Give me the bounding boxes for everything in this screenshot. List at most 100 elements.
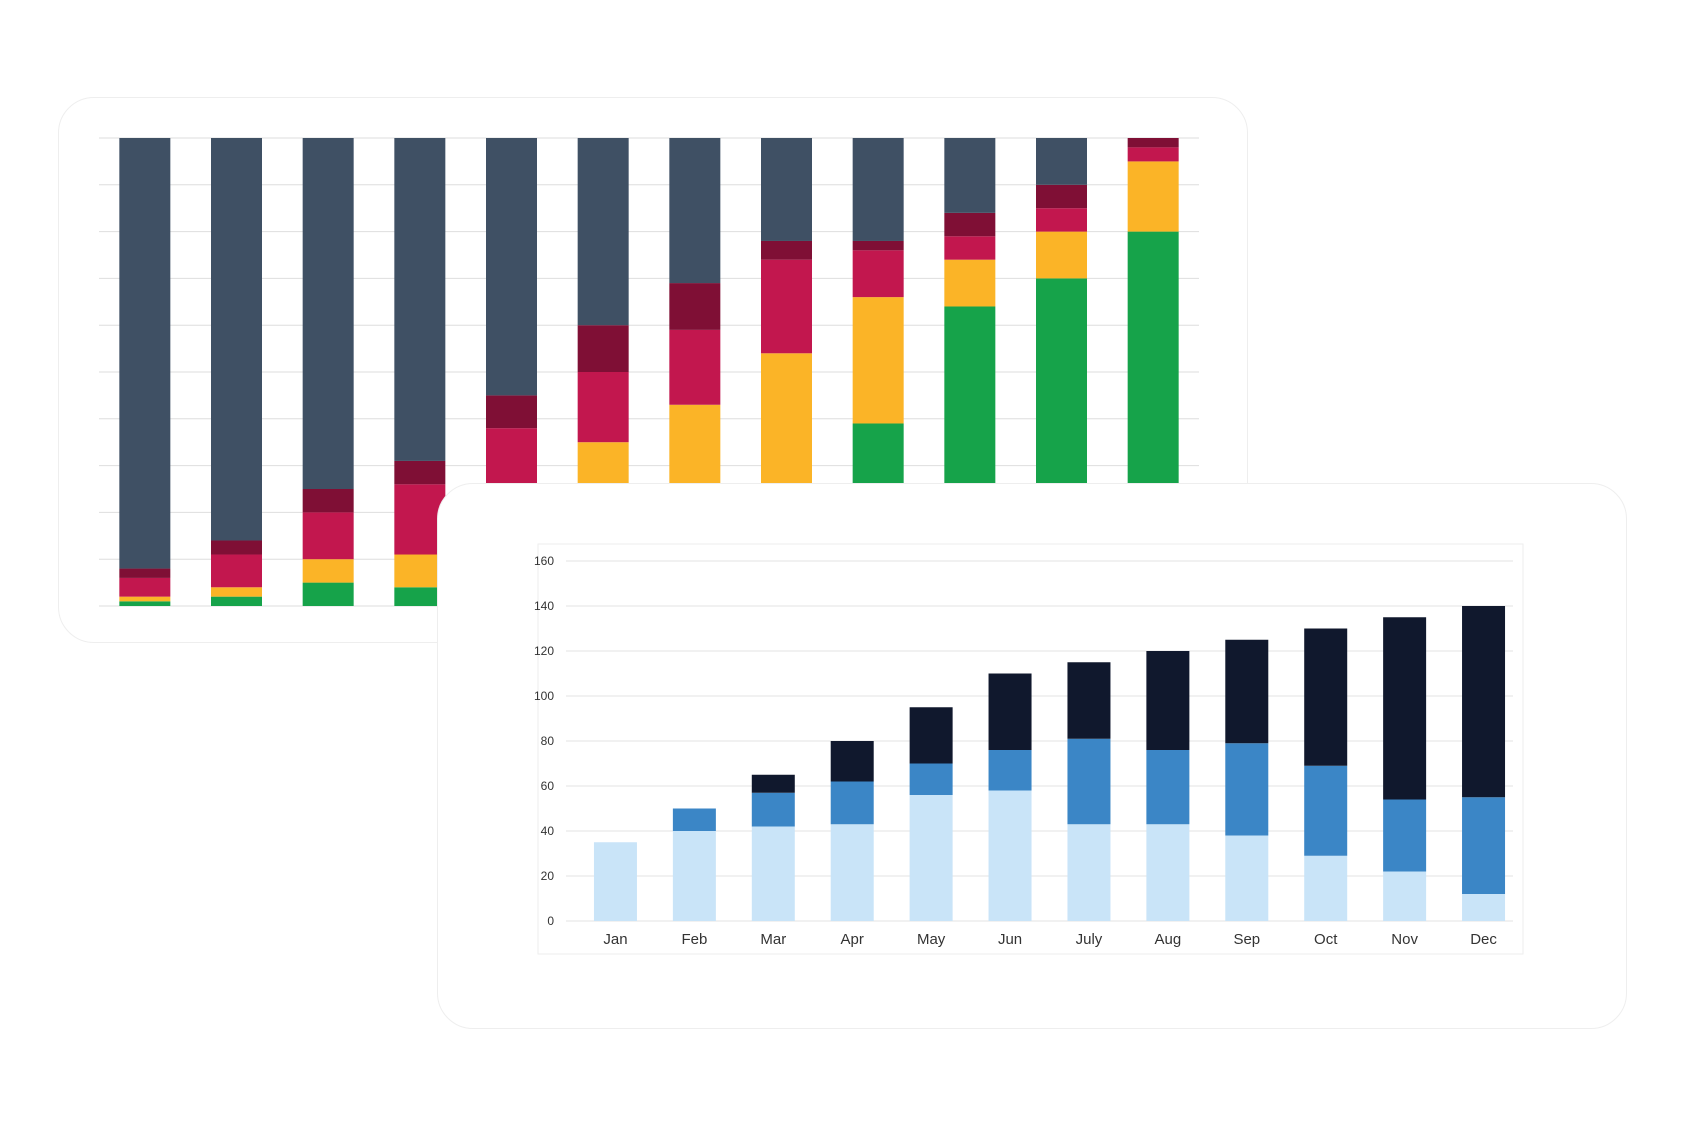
bar-segment-s2-Nov	[1383, 617, 1427, 800]
bar-segment-s0-Feb	[672, 831, 716, 921]
bar-segment-s2-4	[486, 428, 537, 494]
bar-segment-s2-8	[852, 250, 904, 298]
x-tick-label: Jun	[998, 931, 1022, 948]
bar-segment-s1-May	[909, 763, 953, 795]
bar-segment-s2-3	[394, 484, 446, 555]
bar-segment-s2-July	[1067, 662, 1111, 739]
bar-segment-s3-8	[852, 240, 904, 251]
bar-segment-s3-4	[486, 395, 537, 429]
bar-segment-s2-6	[669, 329, 721, 405]
y-tick-label: 120	[534, 644, 554, 658]
bar-segment-s0-Mar	[751, 826, 795, 921]
x-tick-label: Aug	[1155, 931, 1182, 948]
bar-segment-s2-Oct	[1304, 628, 1348, 766]
bar-segment-s3-10	[1036, 184, 1087, 209]
bar-segment-s4-2	[302, 138, 354, 489]
bar-segment-s3-9	[944, 212, 996, 237]
bar-segment-s1-Sep	[1225, 743, 1269, 836]
monthly-stacked-chart: 0 20 40 60 80 100 120 140 160 Jan Feb Mar Apr May Jun J…	[534, 543, 1524, 955]
bar-segment-s1-7	[761, 353, 812, 489]
x-tick-label: Sep	[1233, 931, 1260, 948]
y-tick-label: 140	[534, 599, 554, 613]
bar-segment-s2-Sep	[1225, 639, 1269, 744]
bar-segment-s3-0	[119, 568, 171, 578]
bar-segment-s1-9	[944, 259, 996, 307]
y-tick-label: 60	[541, 779, 555, 793]
bar-segment-s3-5	[577, 325, 629, 372]
bar-segment-s1-Feb	[672, 808, 716, 831]
bar-segment-s3-6	[669, 283, 721, 330]
bar-segment-s4-0	[119, 138, 171, 569]
bar-segment-s2-Aug	[1146, 651, 1190, 750]
y-tick-label: 20	[541, 869, 555, 883]
bar-segment-s2-Jun	[988, 673, 1032, 750]
x-tick-label: Jan	[603, 931, 627, 948]
bar-segment-s2-10	[1036, 208, 1087, 232]
bar-segment-s4-1	[211, 138, 262, 541]
bar-segment-s0-1	[211, 596, 262, 606]
bar-segment-s1-Aug	[1146, 750, 1190, 825]
bar-segment-s0-0	[119, 601, 171, 606]
bar-segment-s1-Apr	[830, 781, 874, 825]
bar-segment-s0-Oct	[1304, 855, 1348, 921]
monthly-stacked-chart-card: 0 20 40 60 80 100 120 140 160 Jan Feb Mar Apr May Jun J…	[437, 483, 1627, 1029]
bar-segment-s1-8	[852, 297, 904, 424]
x-tick-label: Oct	[1314, 931, 1338, 948]
bar-segment-s0-Dec	[1462, 894, 1506, 921]
bar-segment-s4-6	[669, 138, 721, 284]
x-tick-label: Dec	[1470, 931, 1497, 948]
x-tick-label: July	[1076, 931, 1103, 948]
y-tick-label: 80	[541, 734, 555, 748]
bar-segment-s3-7	[761, 240, 812, 260]
bar-segment-s0-July	[1067, 824, 1111, 921]
bar-segment-s1-Mar	[751, 792, 795, 827]
bar-segment-s4-4	[486, 138, 537, 396]
bar-segment-s1-2	[302, 559, 354, 583]
bar-segment-s1-11	[1127, 161, 1179, 232]
bar-segment-s2-1	[211, 554, 262, 588]
bar-segment-s2-Dec	[1462, 606, 1506, 798]
bar-segment-s2-May	[909, 707, 953, 764]
bar-segment-s0-Sep	[1225, 835, 1269, 921]
bar-segment-s4-3	[394, 138, 446, 461]
x-tick-label: Mar	[760, 931, 786, 948]
y-tick-label: 40	[541, 824, 555, 838]
bar-segment-s1-10	[1036, 231, 1087, 279]
bar-segment-s2-Apr	[830, 741, 874, 782]
bar-segment-s0-2	[302, 582, 354, 606]
bar-segment-s0-3	[394, 587, 446, 606]
bar-segment-s0-Jun	[988, 790, 1032, 921]
bar-segment-s1-0	[119, 596, 171, 602]
x-tick-label: May	[917, 931, 946, 948]
bar-segment-s2-9	[944, 236, 996, 260]
bar-segment-s4-9	[944, 138, 996, 213]
bar-segment-s0-Apr	[830, 824, 874, 921]
bar-segment-s2-5	[577, 372, 629, 443]
bar-segment-s4-7	[761, 138, 812, 241]
bar-segment-s1-3	[394, 554, 446, 588]
bar-segment-s3-2	[302, 489, 354, 513]
bar-segment-s0-Nov	[1383, 871, 1427, 921]
plot-frame	[537, 543, 1524, 955]
bar-segment-s1-July	[1067, 738, 1111, 825]
bar-segment-s4-5	[577, 138, 629, 326]
bar-segment-s2-0	[119, 577, 171, 597]
bar-segment-s1-Nov	[1383, 799, 1427, 872]
y-tick-label: 160	[534, 554, 554, 568]
x-tick-label: Feb	[681, 931, 707, 948]
bar-segment-s2-2	[302, 512, 354, 560]
bar-segment-s3-11	[1127, 138, 1179, 148]
bar-segment-s2-7	[761, 259, 812, 354]
bar-segment-s4-10	[1036, 138, 1087, 185]
bar-segment-s4-8	[852, 138, 904, 241]
x-tick-label: Nov	[1391, 931, 1418, 948]
bar-segment-s2-Mar	[751, 774, 795, 793]
bar-segment-s2-11	[1127, 147, 1179, 162]
y-tick-label: 100	[534, 689, 554, 703]
bar-segment-s1-1	[211, 587, 262, 597]
x-tick-label: Apr	[841, 931, 864, 948]
bar-segment-s1-Oct	[1304, 765, 1348, 856]
bar-segment-s3-3	[394, 460, 446, 485]
bar-segment-s1-Dec	[1462, 797, 1506, 894]
bar-segment-s1-Jun	[988, 750, 1032, 791]
